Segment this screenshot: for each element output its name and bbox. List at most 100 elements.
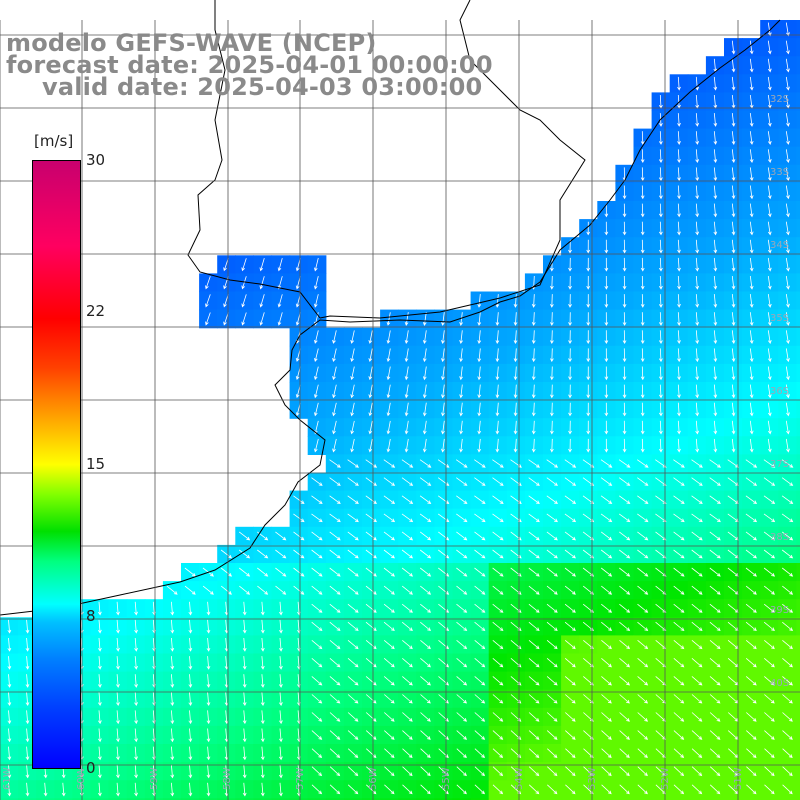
wind-arrow [781, 459, 794, 468]
wind-arrow [205, 312, 211, 326]
wind-arrow [709, 513, 721, 523]
wind-arrow [350, 420, 355, 435]
wind-arrow [622, 438, 627, 453]
wind-arrow [474, 531, 486, 541]
wind-arrow [350, 366, 355, 381]
lon-label: 57W [295, 767, 306, 790]
wind-arrow [622, 185, 627, 200]
wind-arrow [604, 257, 609, 272]
wind-arrow [637, 639, 649, 650]
wind-arrow [329, 639, 341, 650]
wind-arrow [745, 657, 757, 668]
wind-arrow [695, 76, 700, 91]
wind-arrow [601, 657, 612, 668]
wind-arrow [365, 657, 377, 668]
wind-arrow [495, 438, 500, 453]
wind-arrow [763, 513, 776, 523]
wind-arrow [278, 710, 283, 725]
wind-cell [597, 798, 616, 800]
wind-arrow [601, 694, 612, 704]
wind-arrow [459, 366, 463, 381]
wind-arrow [437, 477, 450, 486]
wind-arrow [311, 676, 323, 686]
wind-arrow [637, 531, 649, 541]
wind-arrow [546, 657, 558, 668]
wind-arrow [242, 782, 247, 797]
wind-arrow [731, 185, 736, 200]
wind-arrow [528, 730, 540, 740]
wind-arrow [601, 621, 613, 632]
wind-arrow [550, 312, 554, 326]
wind-cell [796, 526, 800, 546]
wind-arrow [404, 366, 409, 381]
wind-cell [796, 291, 800, 311]
wind-arrow [278, 601, 283, 616]
wind-arrow [604, 239, 609, 254]
wind-arrow [749, 58, 754, 73]
wind-cell [796, 671, 800, 691]
wind-arrow [619, 639, 631, 650]
wind-arrow [564, 531, 576, 541]
wind-arrow [782, 784, 793, 795]
wind-cell [144, 798, 164, 800]
lon-label: 52W [660, 767, 671, 790]
wind-arrow [492, 585, 504, 595]
lat-label: 40S [770, 678, 789, 689]
wind-arrow [568, 275, 572, 290]
wind-arrow [619, 748, 630, 758]
wind-arrow [785, 438, 790, 453]
wind-arrow [531, 312, 536, 326]
wind-arrow [763, 603, 775, 613]
wind-arrow [618, 513, 631, 523]
wind-arrow [383, 621, 395, 632]
wind-cell [0, 798, 19, 800]
wind-arrow [691, 748, 703, 758]
wind-arrow [731, 149, 736, 164]
wind-arrow [97, 656, 102, 670]
wind-arrow [116, 674, 120, 688]
wind-cell [796, 707, 800, 727]
wind-arrow [767, 185, 772, 200]
wind-arrow [695, 131, 700, 145]
wind-cell [796, 38, 800, 57]
wind-arrow [422, 330, 427, 345]
wind-arrow [691, 784, 703, 795]
wind-arrow [311, 784, 323, 795]
wind-arrow [278, 728, 283, 743]
colorbar-unit: [m/s] [34, 132, 74, 150]
wind-arrow [365, 694, 377, 704]
wind-arrow [731, 330, 736, 345]
wind-arrow [637, 694, 649, 704]
wind-arrow [259, 257, 265, 272]
wind-arrow [622, 330, 627, 345]
wind-arrow [116, 692, 120, 707]
wind-arrow [242, 601, 247, 616]
wind-arrow [97, 710, 102, 725]
wind-arrow [441, 420, 445, 435]
wind-arrow [404, 330, 409, 345]
wind-arrow [763, 585, 775, 595]
wind-arrow [420, 639, 431, 650]
wind-arrow [402, 639, 413, 650]
wind-cell [796, 563, 800, 582]
wind-arrow [513, 402, 518, 417]
wind-arrow [170, 728, 175, 743]
wind-arrow [528, 495, 540, 504]
wind-arrow [601, 603, 613, 613]
wind-arrow [767, 438, 772, 453]
wind-arrow [619, 531, 631, 541]
wind-arrow [441, 402, 445, 417]
wind-arrow [97, 782, 102, 797]
wind-arrow [745, 639, 757, 650]
wind-arrow [673, 639, 685, 650]
wind-arrow [673, 730, 685, 740]
wind-arrow [713, 239, 718, 254]
wind-arrow [622, 402, 627, 417]
wind-arrow [731, 131, 736, 145]
wind-arrow [116, 728, 120, 743]
wind-arrow [401, 621, 413, 632]
wind-cell [796, 363, 800, 383]
wind-arrow [386, 420, 391, 435]
wind-arrow [749, 384, 754, 399]
wind-cell [452, 798, 472, 800]
